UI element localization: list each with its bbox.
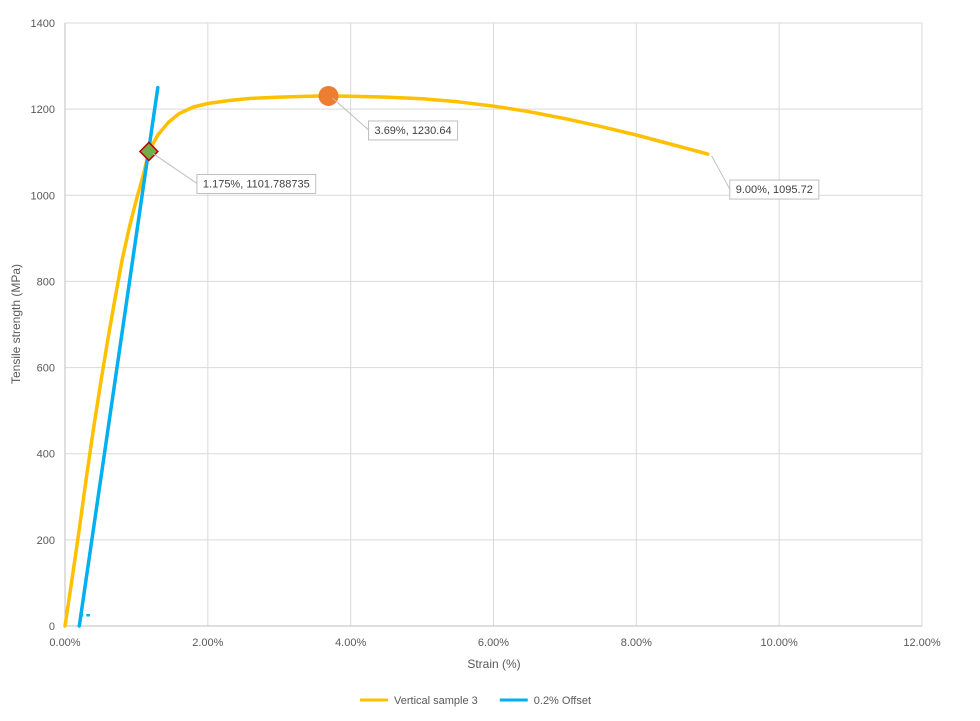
callout: 9.00%, 1095.72 [711, 155, 820, 200]
ultimate-strength-marker [318, 85, 339, 106]
x-tick-label: 12.00% [903, 637, 941, 649]
yield-point-marker [138, 141, 159, 162]
callout: 3.69%, 1230.64 [332, 97, 459, 141]
x-tick-label: 8.00% [621, 637, 652, 649]
x-tick-label: 10.00% [761, 637, 799, 649]
legend: Vertical sample 3 0.2% Offset [360, 695, 591, 707]
series-line-2 [77, 85, 160, 628]
callout-label: 9.00%, 1095.72 [736, 184, 813, 196]
y-tick-label: 1400 [31, 18, 55, 30]
tick-labels: 0.00% 2.00% 4.00% 6.00% 8.00% 10.00% 12.00% 0 20… [31, 18, 941, 649]
y-tick-label: 800 [37, 276, 55, 288]
legend-item: 0.2% Offset [499, 695, 591, 707]
x-tick-label: 6.00% [478, 637, 509, 649]
y-axis-title: Tensile strength (MPa) [9, 264, 23, 384]
callout-box [368, 120, 459, 141]
gridlines [64, 22, 923, 627]
y-tick-label: 0 [49, 621, 55, 633]
callout-leader [711, 155, 731, 190]
x-axis-title: Strain (%) [467, 657, 520, 671]
y-tick-label: 400 [37, 449, 55, 461]
legend-label: Vertical sample 3 [394, 695, 478, 707]
y-tick-label: 1200 [31, 104, 55, 116]
y-tick-label: 600 [37, 363, 55, 375]
callout-label: 3.69%, 1230.64 [375, 125, 452, 137]
callout-box [729, 179, 820, 200]
axes [64, 23, 922, 627]
series-line-1 [63, 94, 710, 628]
callout-box [196, 173, 317, 194]
legend-item: Vertical sample 3 [360, 695, 478, 707]
callout: 1.175%, 1101.788735 [152, 153, 317, 194]
x-tick-label: 0.00% [49, 637, 80, 649]
x-tick-label: 4.00% [335, 637, 366, 649]
callout-leader [332, 97, 369, 131]
y-tick-label: 1000 [31, 190, 55, 202]
data-markers [138, 85, 339, 162]
callout-leader [152, 153, 198, 184]
y-tick-label: 200 [37, 535, 55, 547]
callout-label: 1.175%, 1101.788735 [203, 178, 310, 190]
data-callouts: 1.175%, 1101.788735 3.69%, 1230.64 9.00%, … [152, 97, 820, 200]
legend-label: 0.2% Offset [534, 695, 591, 707]
series-lines [63, 85, 710, 628]
x-tick-label: 2.00% [192, 637, 223, 649]
